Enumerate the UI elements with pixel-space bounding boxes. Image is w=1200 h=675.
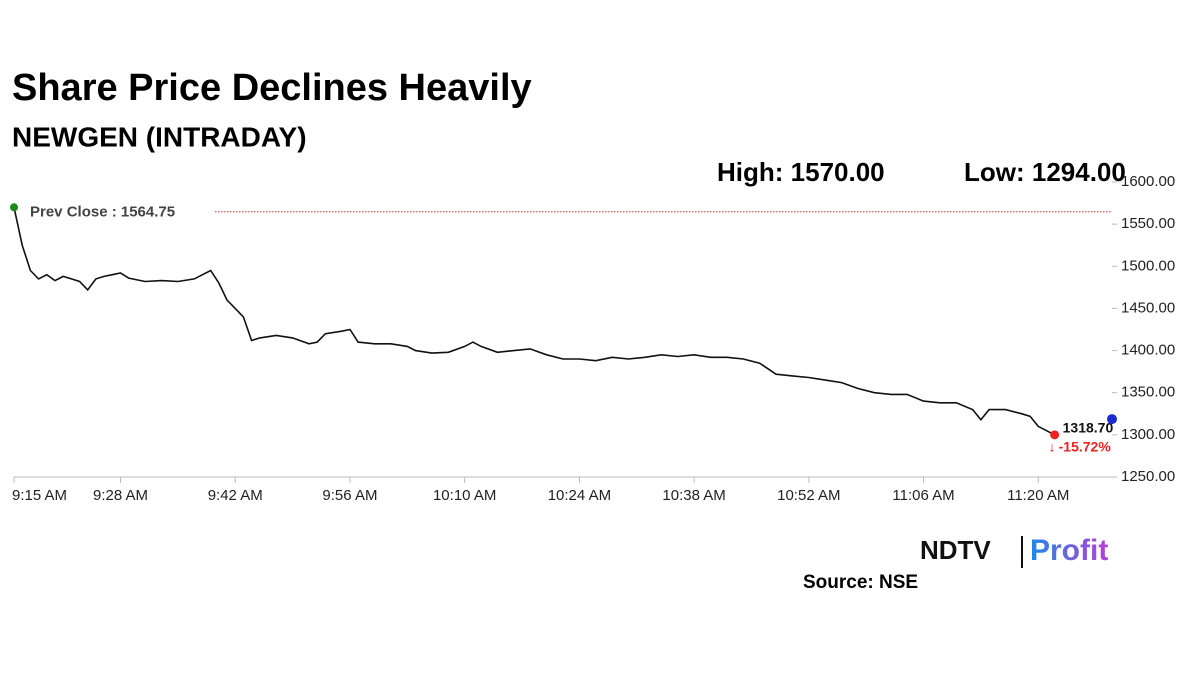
y-tick-label: 1300.00 bbox=[1121, 426, 1175, 443]
y-tick-label: 1550.00 bbox=[1121, 215, 1175, 232]
x-tick-label: 10:10 AM bbox=[433, 487, 496, 504]
logo-ndtv: NDTV bbox=[920, 535, 991, 565]
y-tick-label: 1600.00 bbox=[1121, 173, 1175, 190]
y-tick-label: 1250.00 bbox=[1121, 468, 1175, 485]
high-label: High: 1570.00 bbox=[717, 157, 885, 187]
change-arrow: ↓ bbox=[1049, 439, 1056, 455]
chart-subtitle: NEWGEN (INTRADAY) bbox=[12, 121, 307, 152]
x-tick-label: 10:38 AM bbox=[662, 487, 725, 504]
x-tick-label: 9:42 AM bbox=[208, 487, 263, 504]
first-point bbox=[10, 203, 18, 212]
y-tick-label: 1400.00 bbox=[1121, 342, 1175, 359]
source: Source: NSE bbox=[803, 572, 918, 593]
y-tick-label: 1500.00 bbox=[1121, 257, 1175, 274]
x-tick-label: 9:28 AM bbox=[93, 487, 148, 504]
x-tick-label: 10:24 AM bbox=[548, 487, 611, 504]
x-tick-label: 9:56 AM bbox=[322, 487, 377, 504]
x-tick-label: 11:20 AM bbox=[1007, 487, 1069, 504]
chart-title: Share Price Declines Heavily bbox=[12, 67, 532, 109]
low-label: Low: 1294.00 bbox=[964, 157, 1126, 187]
x-tick-label: 11:06 AM bbox=[892, 487, 954, 504]
logo-profit: Profit bbox=[1030, 534, 1108, 567]
prev-close-label: Prev Close : 1564.75 bbox=[30, 204, 175, 221]
price-line bbox=[13, 207, 1055, 436]
y-tick-label: 1350.00 bbox=[1121, 384, 1175, 401]
change-label: -15.72% bbox=[1059, 439, 1112, 455]
last-point bbox=[1050, 430, 1060, 440]
x-tick-label: 10:52 AM bbox=[777, 487, 840, 504]
y-tick-label: 1450.00 bbox=[1121, 299, 1175, 316]
x-tick-label: 9:15 AM bbox=[12, 487, 67, 504]
last-label: 1318.70 bbox=[1063, 420, 1114, 436]
last-price-marker bbox=[1107, 414, 1117, 425]
